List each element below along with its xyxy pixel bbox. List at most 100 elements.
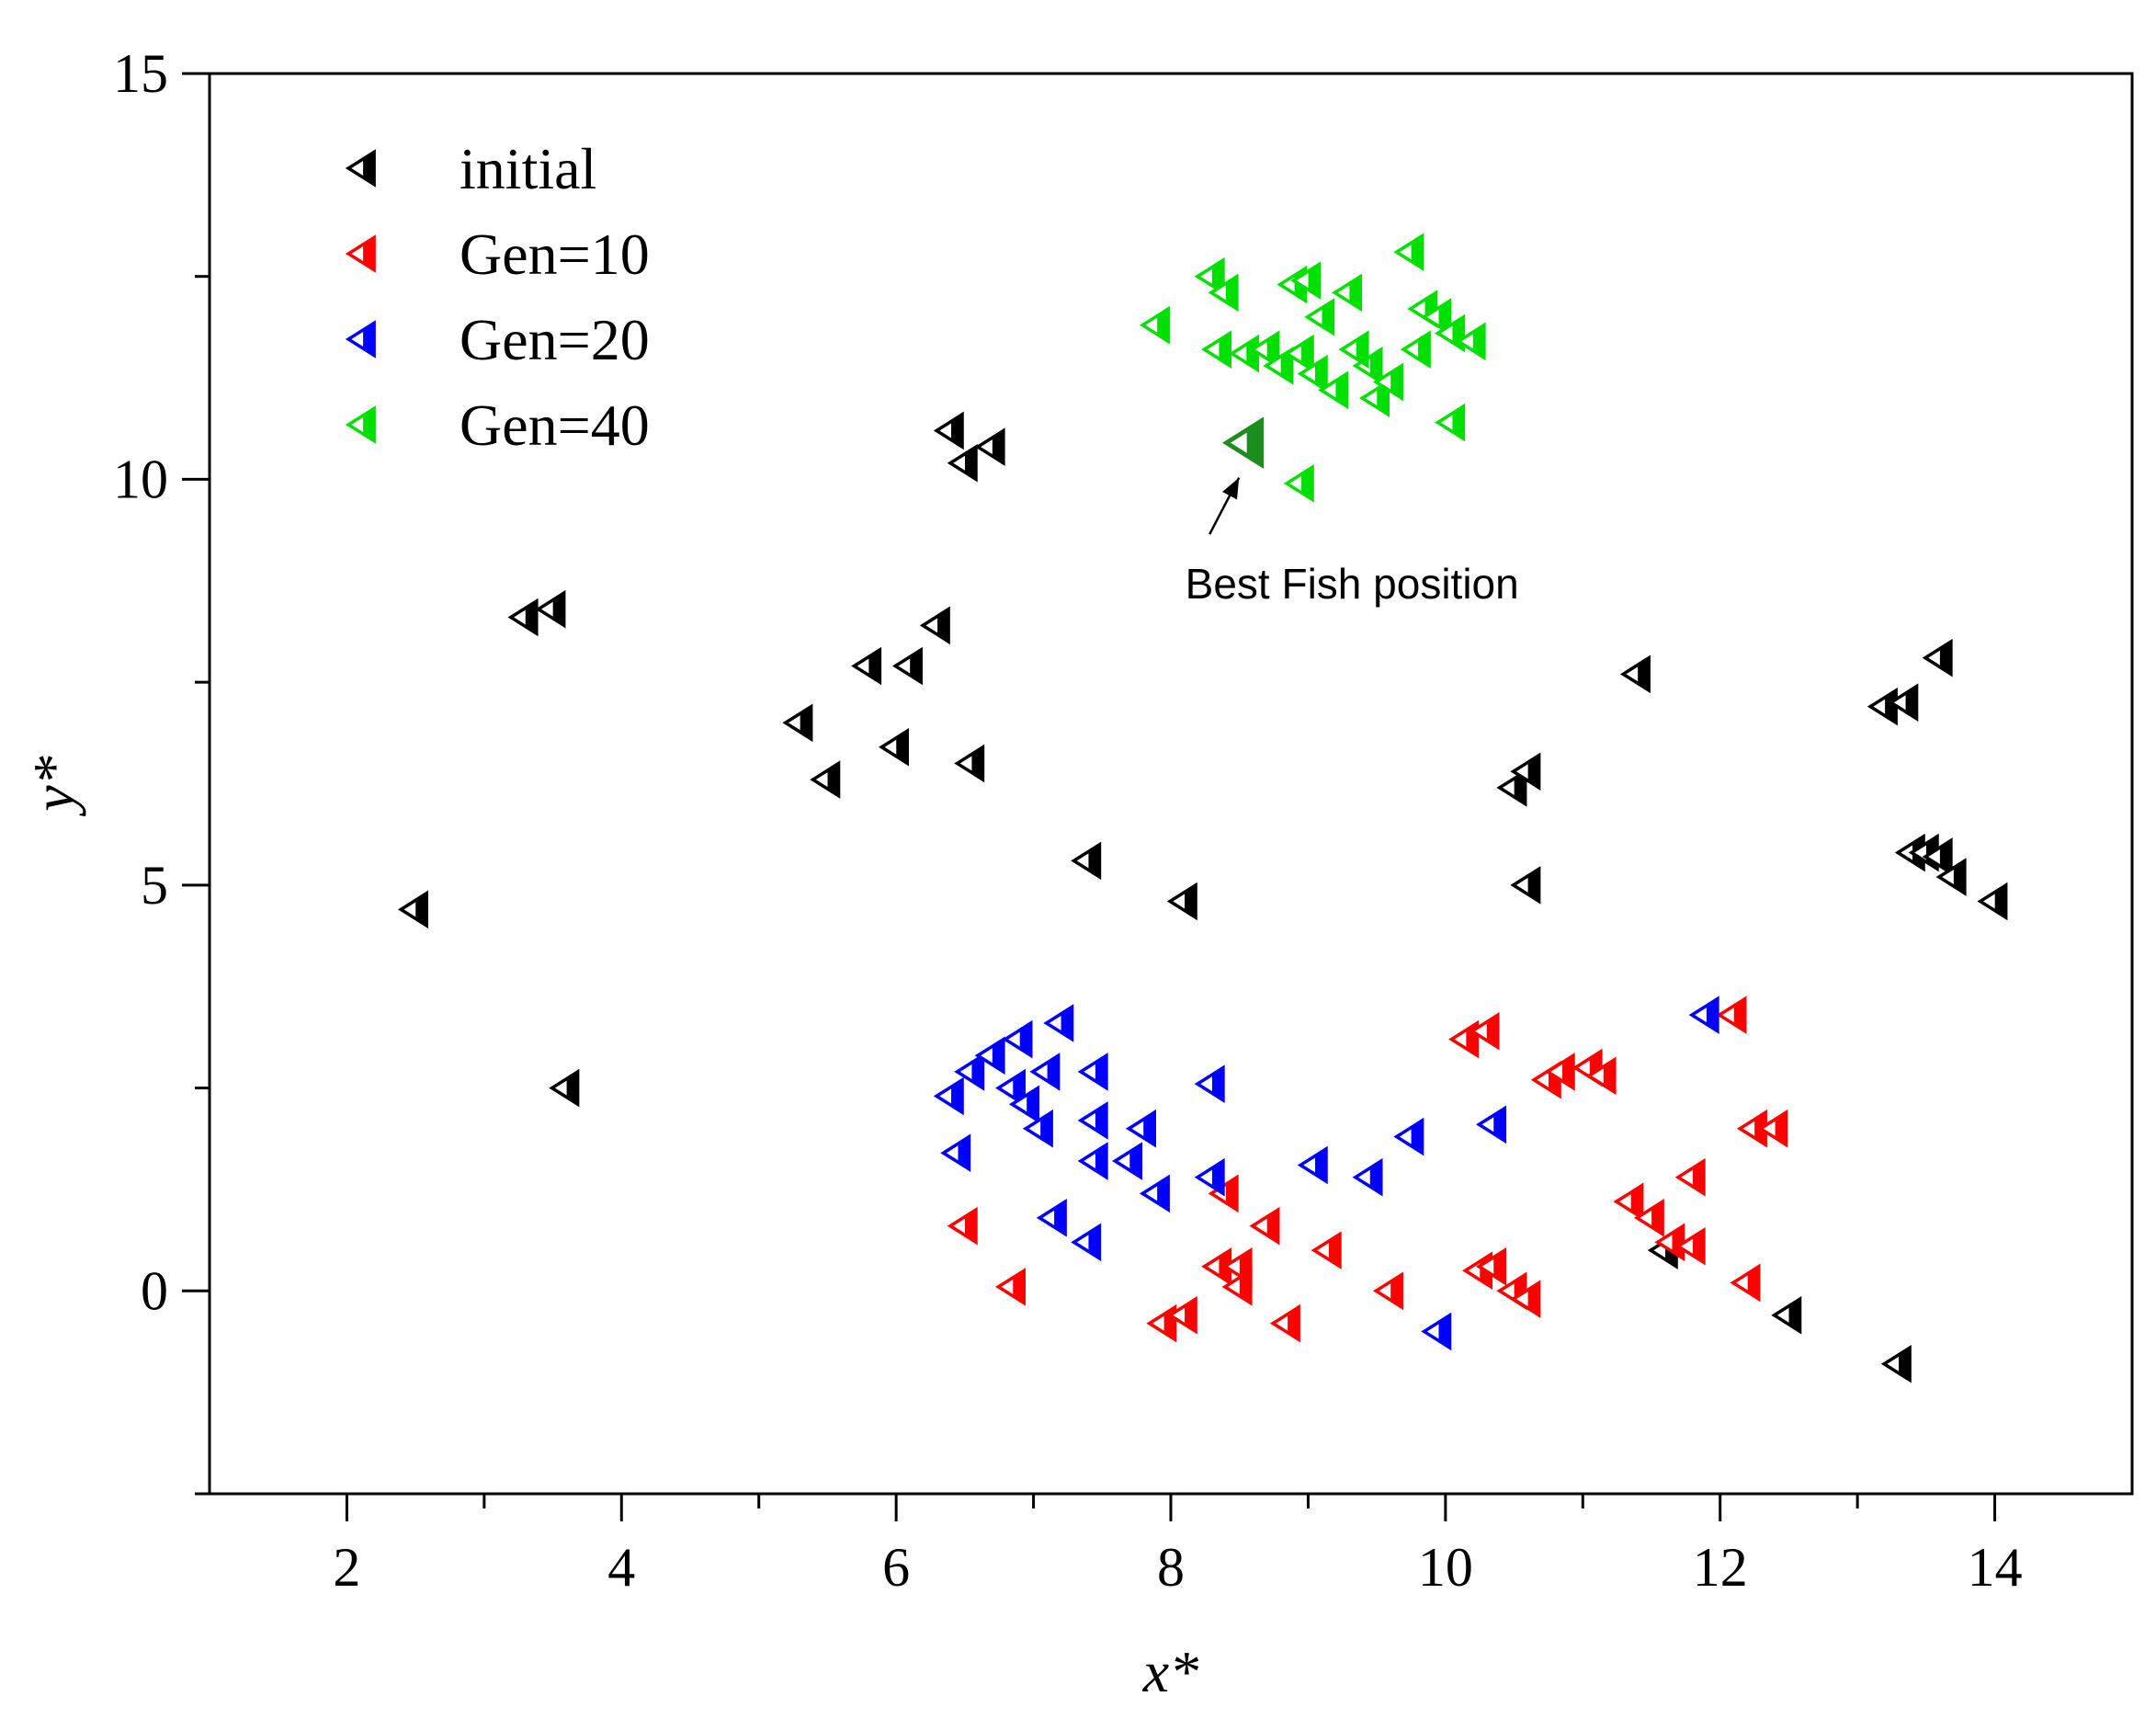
point-gen-40 [1283, 464, 1314, 503]
y-tick-label: 10 [113, 449, 168, 509]
point-gen-20 [1688, 996, 1719, 1034]
annotation-arrow-head [1222, 477, 1240, 500]
point-gen-10 [1544, 1053, 1575, 1091]
legend-label: initial [460, 136, 596, 201]
point-gen-10 [1166, 1295, 1197, 1335]
point-gen-10 [947, 1206, 978, 1246]
point-gen-20 [1194, 1064, 1225, 1103]
point-gen-10 [1469, 1011, 1500, 1051]
point-gen-20 [1112, 1142, 1143, 1180]
y-tick-label: 5 [141, 855, 168, 916]
point-gen-10 [1674, 1157, 1706, 1197]
point-gen-10 [1757, 1109, 1788, 1148]
series-gen-20 [933, 996, 1719, 1351]
point-gen-40 [1139, 305, 1170, 345]
point-initial [879, 727, 910, 767]
point-gen-10 [1633, 1199, 1664, 1237]
point-gen-20 [1476, 1105, 1507, 1144]
point-gen-10 [1674, 1226, 1706, 1266]
point-initial [933, 411, 964, 450]
point-initial [1771, 1295, 1802, 1335]
annotation-label: Best Fish position [1186, 560, 1519, 608]
point-initial [398, 890, 429, 929]
point-initial [782, 703, 813, 743]
point-gen-20 [1393, 1117, 1424, 1156]
point-initial [1922, 638, 1953, 677]
point-gen-40 [1263, 347, 1294, 385]
point-gen-10 [1510, 1280, 1541, 1318]
point-gen-20 [1194, 1157, 1225, 1197]
point-gen-40 [1290, 261, 1322, 300]
series-gen-10 [947, 996, 1788, 1343]
point-gen-40 [1455, 322, 1486, 361]
point-initial [1071, 841, 1102, 881]
point-gen-40 [1318, 370, 1349, 410]
plot-marks [398, 233, 2008, 1383]
x-tick-label: 12 [1693, 1537, 1748, 1598]
best-fish-point [1222, 416, 1265, 470]
x-tick-label: 10 [1418, 1537, 1473, 1598]
point-initial [507, 598, 539, 637]
point-initial [535, 589, 566, 629]
point-initial [1922, 837, 1953, 876]
point-gen-20 [1077, 1053, 1108, 1091]
point-gen-40 [1393, 233, 1424, 272]
point-gen-40 [1400, 330, 1431, 369]
point-gen-20 [974, 1036, 1005, 1076]
axes: 2 4 6 8 10 12 14 0 5 10 15 [113, 43, 2023, 1598]
point-gen-20 [1002, 1019, 1033, 1059]
point-gen-20 [1036, 1199, 1067, 1237]
point-initial [891, 646, 923, 686]
y-axis-title: y* [21, 756, 86, 816]
point-gen-20 [1139, 1174, 1170, 1213]
point-gen-40 [1208, 273, 1239, 313]
point-initial [1496, 768, 1527, 807]
point-gen-40 [1304, 298, 1335, 336]
point-gen-10 [1221, 1268, 1253, 1306]
legend-label: Gen=40 [460, 393, 650, 458]
point-gen-10 [1730, 1263, 1761, 1303]
point-initial [1166, 882, 1197, 921]
point-gen-10 [1372, 1271, 1403, 1311]
point-gen-40 [1332, 273, 1363, 313]
series-gen-40 [1139, 233, 1486, 503]
point-gen-40 [1201, 330, 1232, 369]
point-initial [1510, 866, 1541, 905]
point-gen-10 [1716, 996, 1747, 1034]
series-initial [398, 411, 2008, 1383]
legend: initial Gen=10 Gen=20 Gen=40 [345, 136, 650, 458]
point-gen-40 [1297, 354, 1328, 393]
y-tick-label: 15 [113, 43, 168, 104]
point-initial [974, 427, 1005, 466]
point-gen-10 [1269, 1303, 1300, 1343]
point-gen-20 [940, 1133, 971, 1172]
point-initial [947, 443, 978, 483]
point-initial [1935, 858, 1967, 896]
point-initial [1880, 1344, 1912, 1383]
point-gen-20 [1077, 1101, 1108, 1140]
legend-marker-gen-20 [345, 320, 376, 359]
point-gen-20 [1352, 1157, 1383, 1197]
point-initial [1888, 683, 1919, 723]
x-tick-label: 4 [607, 1537, 635, 1598]
point-gen-10 [1613, 1182, 1644, 1221]
point-initial [851, 646, 882, 686]
point-gen-20 [1022, 1109, 1053, 1148]
point-gen-40 [1435, 403, 1466, 442]
point-initial [1510, 752, 1541, 791]
x-tick-label: 8 [1157, 1537, 1185, 1598]
legend-label: Gen=10 [460, 222, 650, 287]
point-gen-40 [1372, 362, 1403, 402]
x-tick-label: 14 [1968, 1537, 2023, 1598]
x-tick-label: 2 [333, 1537, 360, 1598]
point-gen-10 [995, 1268, 1027, 1306]
x-axis-title: x* [1142, 1639, 1198, 1704]
point-gen-20 [1421, 1312, 1452, 1351]
legend-marker-gen-10 [345, 234, 376, 273]
point-gen-20 [1071, 1223, 1102, 1262]
point-gen-10 [1476, 1247, 1507, 1286]
point-gen-20 [933, 1076, 964, 1116]
legend-label: Gen=20 [460, 307, 650, 372]
point-gen-40 [1283, 334, 1314, 373]
